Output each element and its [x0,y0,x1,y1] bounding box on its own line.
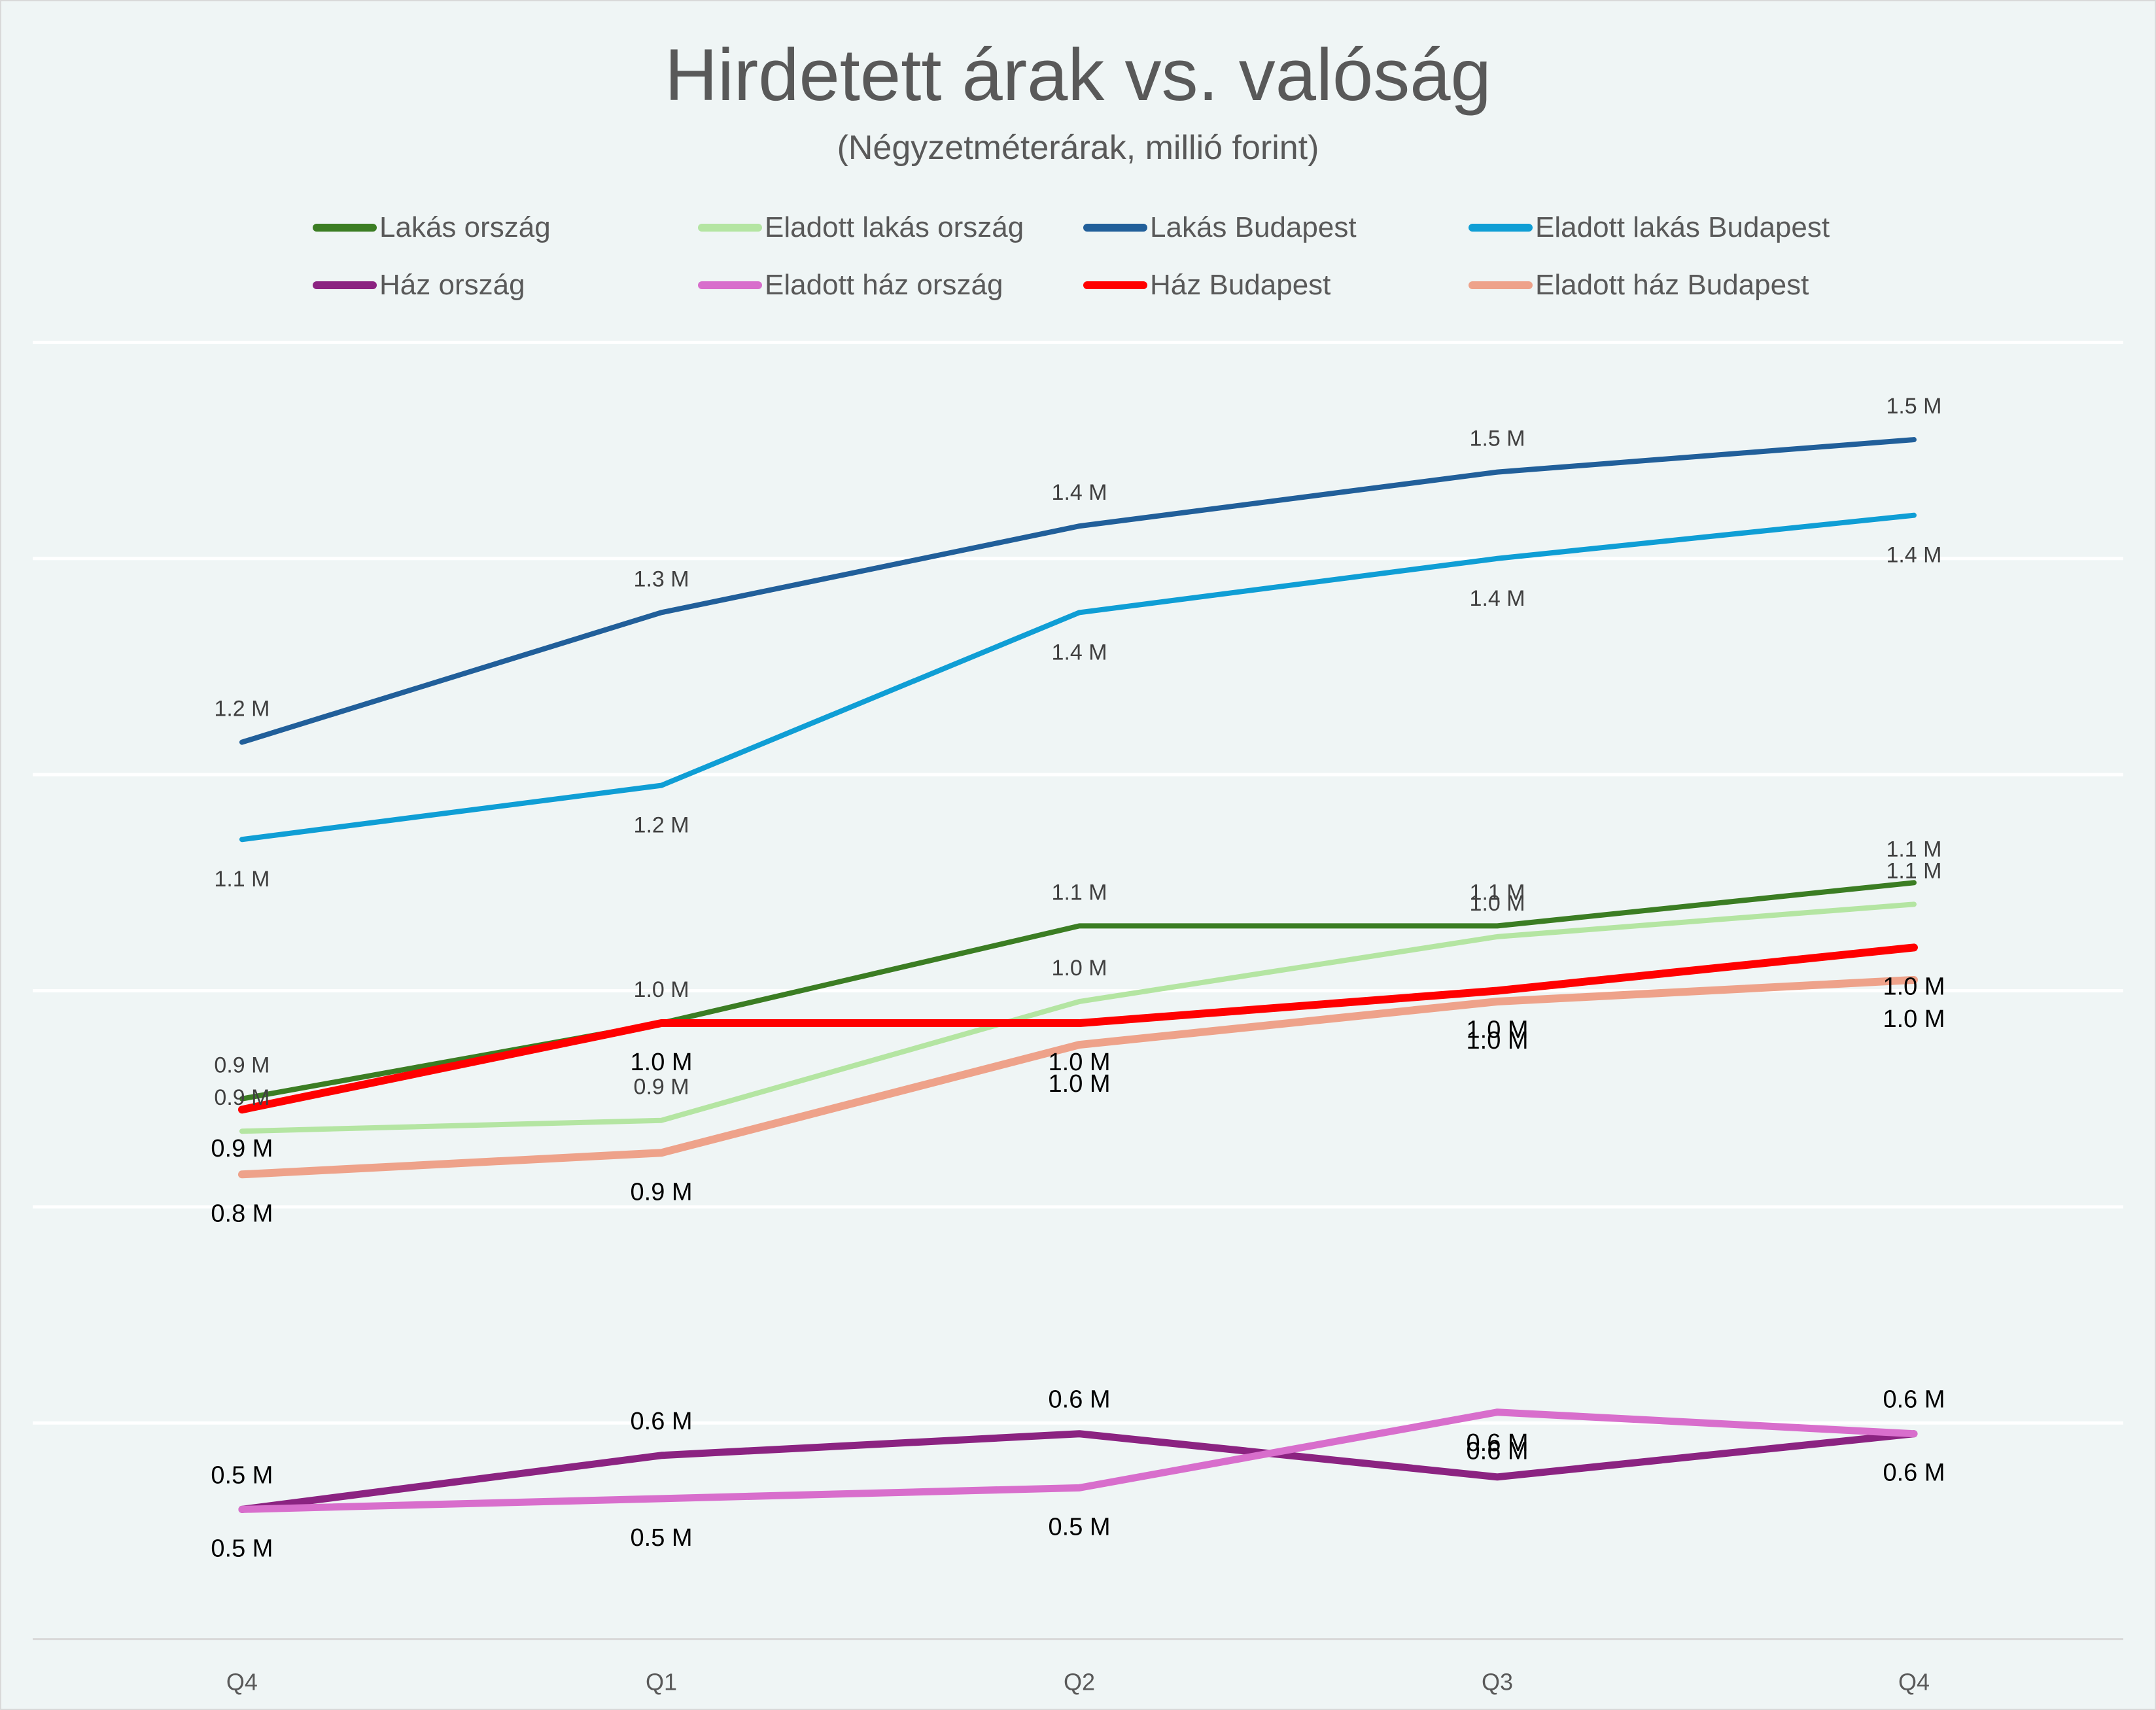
legend-swatch [698,224,762,232]
data-label: 1.0 M [1052,956,1107,981]
data-label: 1.0 M [1883,1005,1945,1033]
x-tick-label: Q1 [646,1668,677,1695]
data-label: 0.5 M [631,1524,693,1552]
series-line-eladott-lak-s-budapest [239,512,1917,843]
series-line-h-z-budapest [237,943,1918,1114]
legend-item[interactable]: Ház Budapest [1083,266,1330,305]
x-tick-label: Q3 [1482,1668,1513,1695]
data-label: 0.6 M [1883,1459,1945,1487]
data-label: 1.3 M [634,567,689,591]
data-label: 1.4 M [1470,586,1525,611]
series-line-eladott-h-z-orsz-g [238,1408,1918,1513]
data-label: 1.5 M [1470,427,1525,451]
series-line-lak-s-budapest [239,437,1917,745]
data-label: 1.2 M [214,697,270,722]
legend-label: Ház ország [379,269,525,301]
data-label: 0.6 M [1467,1438,1529,1465]
legend-label: Ház Budapest [1150,269,1331,301]
data-label: 1.0 M [1049,1049,1111,1076]
chart-subtitle: (Négyzetméterárak, millió forint) [837,129,1319,167]
legend-swatch [1083,224,1147,232]
data-label: 1.1 M [1470,880,1525,905]
legend-label: Lakás Budapest [1150,211,1357,243]
data-label: 1.0 M [1883,973,1945,1000]
legend-item[interactable]: Lakás ország [313,208,551,247]
series-line-eladott-h-z-budapest [237,975,1918,1179]
legend-item[interactable]: Lakás Budapest [1083,208,1357,247]
legend-label: Eladott lakás ország [765,211,1024,243]
data-label: 1.0 M [1467,1027,1529,1055]
series-line-h-z-orsz-g [238,1430,1918,1513]
data-label: 0.6 M [631,1408,693,1435]
data-label: 0.6 M [1883,1386,1945,1414]
data-label: 1.1 M [1052,880,1107,905]
legend-swatch [1083,281,1147,289]
legend-swatch [1469,224,1533,232]
data-label: 1.0 M [1049,1070,1111,1098]
legend-label: Eladott ház Budapest [1535,269,1809,301]
data-label: 1.4 M [1052,640,1107,665]
legend-item[interactable]: Eladott ház Budapest [1469,266,1809,305]
x-tick-label: Q4 [226,1668,258,1695]
data-label: 1.2 M [634,813,689,838]
data-label: 1.0 M [631,1049,693,1076]
data-label: 0.6 M [1467,1429,1529,1457]
data-label: 0.9 M [214,1085,270,1110]
legend-item[interactable]: Eladott lakás Budapest [1469,208,1830,247]
chart-title: Hirdetett árak vs. valóság [665,34,1491,116]
data-label: 0.9 M [214,1053,270,1078]
legend-item[interactable]: Ház ország [313,266,525,305]
data-label: 1.1 M [214,867,270,892]
x-tick-label: Q4 [1898,1668,1930,1695]
data-label: 0.8 M [211,1200,273,1227]
legend-item[interactable]: Eladott lakás ország [698,208,1024,247]
data-label: 1.4 M [1886,543,1941,568]
data-label: 1.5 M [1886,394,1941,419]
legend-swatch [313,281,377,289]
x-tick-label: Q2 [1064,1668,1095,1695]
data-label: 1.0 M [634,977,689,1002]
data-label: 0.9 M [634,1075,689,1100]
legend-item[interactable]: Eladott ház ország [698,266,1003,305]
data-label: 1.1 M [1886,837,1941,862]
data-label: 1.0 M [1467,1016,1529,1043]
data-label: 0.9 M [631,1178,693,1206]
data-label: 1.0 M [1470,891,1525,916]
data-label: 1.4 M [1052,480,1107,505]
series-line-eladott-lak-s-orsz-g [239,901,1917,1134]
data-label: 0.9 M [211,1135,273,1162]
legend-swatch [313,224,377,232]
legend-swatch [698,281,762,289]
data-label: 0.6 M [1049,1386,1111,1414]
legend-label: Eladott ház ország [765,269,1003,301]
legend-label: Eladott lakás Budapest [1535,211,1830,243]
legend-label: Lakás ország [379,211,551,243]
data-label: 1.1 M [1886,858,1941,883]
data-label: 0.5 M [211,1535,273,1562]
data-label: 0.5 M [211,1461,273,1489]
legend-swatch [1469,281,1533,289]
data-label: 0.5 M [1049,1513,1111,1541]
